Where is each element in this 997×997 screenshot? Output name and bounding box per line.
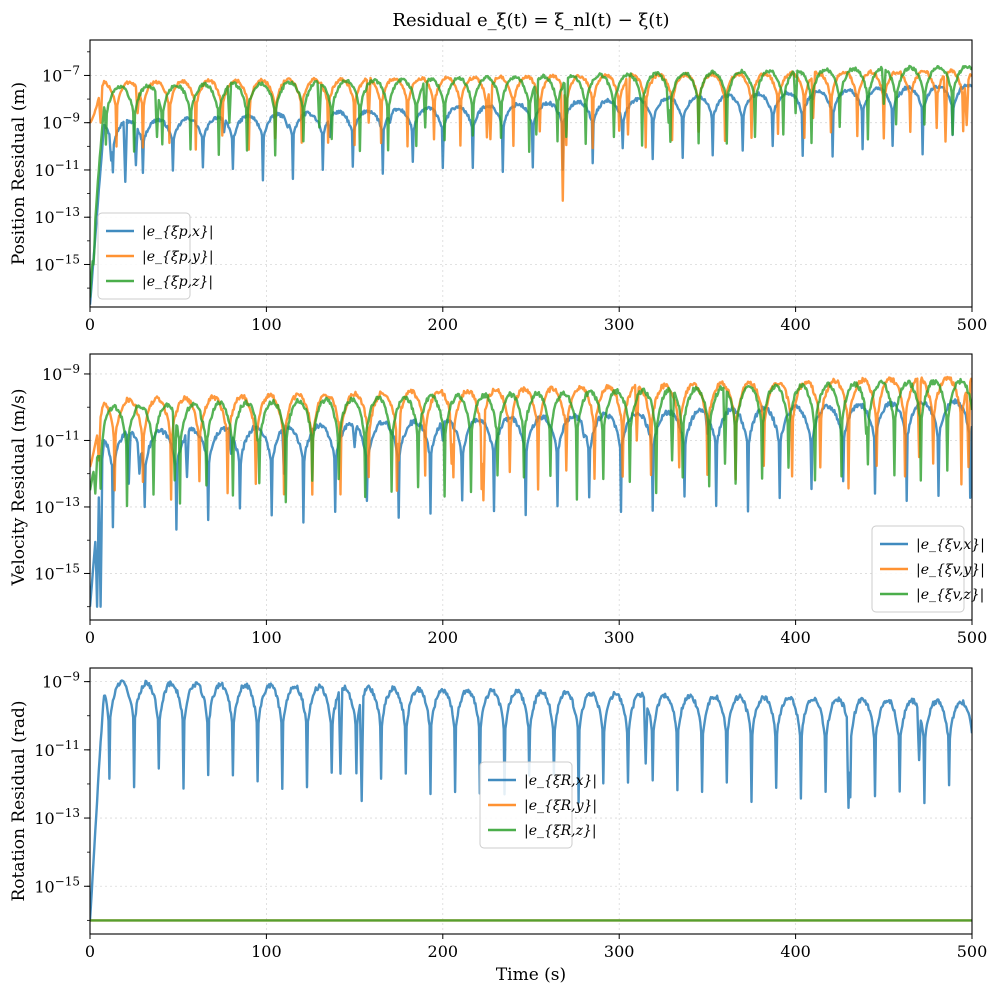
legend-label: |e_{ξv,y}| [916, 562, 985, 578]
x-tick-label: 400 [780, 628, 811, 647]
y-tick-label: 10−11 [34, 428, 80, 450]
legend-label: |e_{ξv,x}| [916, 537, 985, 553]
x-tick-label: 500 [957, 628, 988, 647]
panel-2: 0 100 200 300 400 500 10−15 10−13 10−11 10−9 Veloc… [9, 353, 988, 647]
legend: |e_{ξv,x}| |e_{ξv,y}| |e_{ξv,z}| [871, 525, 985, 613]
x-axis-label: Time (s) [496, 965, 566, 985]
x-tick-label: 200 [428, 315, 459, 334]
y-tick-label: 10−9 [42, 111, 80, 133]
legend-label: |e_{ξv,z}| [916, 587, 984, 603]
y-tick-label: 10−9 [42, 362, 80, 384]
grid [89, 40, 973, 307]
x-tick-label: 100 [251, 942, 282, 961]
y-axis-label: Velocity Residual (m/s) [9, 389, 29, 587]
y-tick-label: 10−11 [34, 158, 80, 180]
x-tick-label: 100 [251, 628, 282, 647]
series-line-2 [90, 375, 972, 502]
legend-label: |e_{ξR,x}| [524, 773, 597, 789]
y-tick-label: 10−13 [34, 806, 80, 828]
x-tick-label: 300 [604, 628, 635, 647]
legend: |e_{ξR,x}| |e_{ξR,y}| |e_{ξR,z}| [479, 761, 597, 849]
series-line-2 [90, 68, 972, 202]
x-tick-label: 400 [780, 942, 811, 961]
x-tick-label: 0 [85, 628, 95, 647]
panel-3: 0 100 200 300 400 500 10−15 10−13 10−11 10−9 Rotat… [9, 667, 988, 961]
legend-box [479, 761, 573, 849]
y-tick-label: 10−15 [34, 252, 80, 274]
x-tick-label: 300 [604, 942, 635, 961]
y-tick-label: 10−7 [42, 63, 80, 85]
y-tick-label: 10−13 [34, 205, 80, 227]
legend-label: |e_{ξp,x}| [142, 224, 214, 240]
x-tick-label: 0 [85, 315, 95, 334]
x-tick-label: 500 [957, 942, 988, 961]
series-line-1 [90, 83, 972, 305]
x-tick-label: 200 [428, 628, 459, 647]
x-tick-label: 500 [957, 315, 988, 334]
x-tick-label: 0 [85, 942, 95, 961]
series-line-3 [90, 377, 972, 508]
plot-frame [89, 39, 973, 308]
y-tick-label: 10−15 [34, 874, 80, 896]
series-line-1 [90, 398, 972, 608]
legend-label: |e_{ξp,y}| [142, 249, 214, 265]
x-tick-label: 200 [428, 942, 459, 961]
series-line-3 [90, 64, 972, 298]
legend-label: |e_{ξp,z}| [142, 274, 213, 290]
y-tick-label: 10−11 [34, 738, 80, 760]
y-tick-label: 10−13 [34, 495, 80, 517]
plot-frame [89, 667, 973, 935]
y-axis-label: Position Residual (m) [9, 82, 29, 265]
series-line-1 [90, 679, 972, 921]
x-tick-label: 300 [604, 315, 635, 334]
legend-box [871, 525, 965, 613]
plot-frame [89, 353, 973, 621]
legend-label: |e_{ξR,y}| [524, 798, 597, 814]
y-tick-label: 10−9 [42, 670, 80, 692]
x-tick-label: 400 [780, 315, 811, 334]
legend-box [97, 212, 191, 300]
x-tick-label: 100 [251, 315, 282, 334]
legend-label: |e_{ξR,z}| [524, 823, 597, 839]
panel-1: 0 100 200 300 400 500 10−15 10−13 10−11 10−9 10−7 P… [9, 39, 988, 334]
y-tick-label: 10−15 [34, 561, 80, 583]
figure-title: Residual e_ξ(t) = ξ_nl(t) − ξ(t) [392, 10, 669, 31]
y-axis-label: Rotation Residual (rad) [9, 700, 29, 901]
legend: |e_{ξp,x}| |e_{ξp,y}| |e_{ξp,z}| [97, 212, 214, 300]
